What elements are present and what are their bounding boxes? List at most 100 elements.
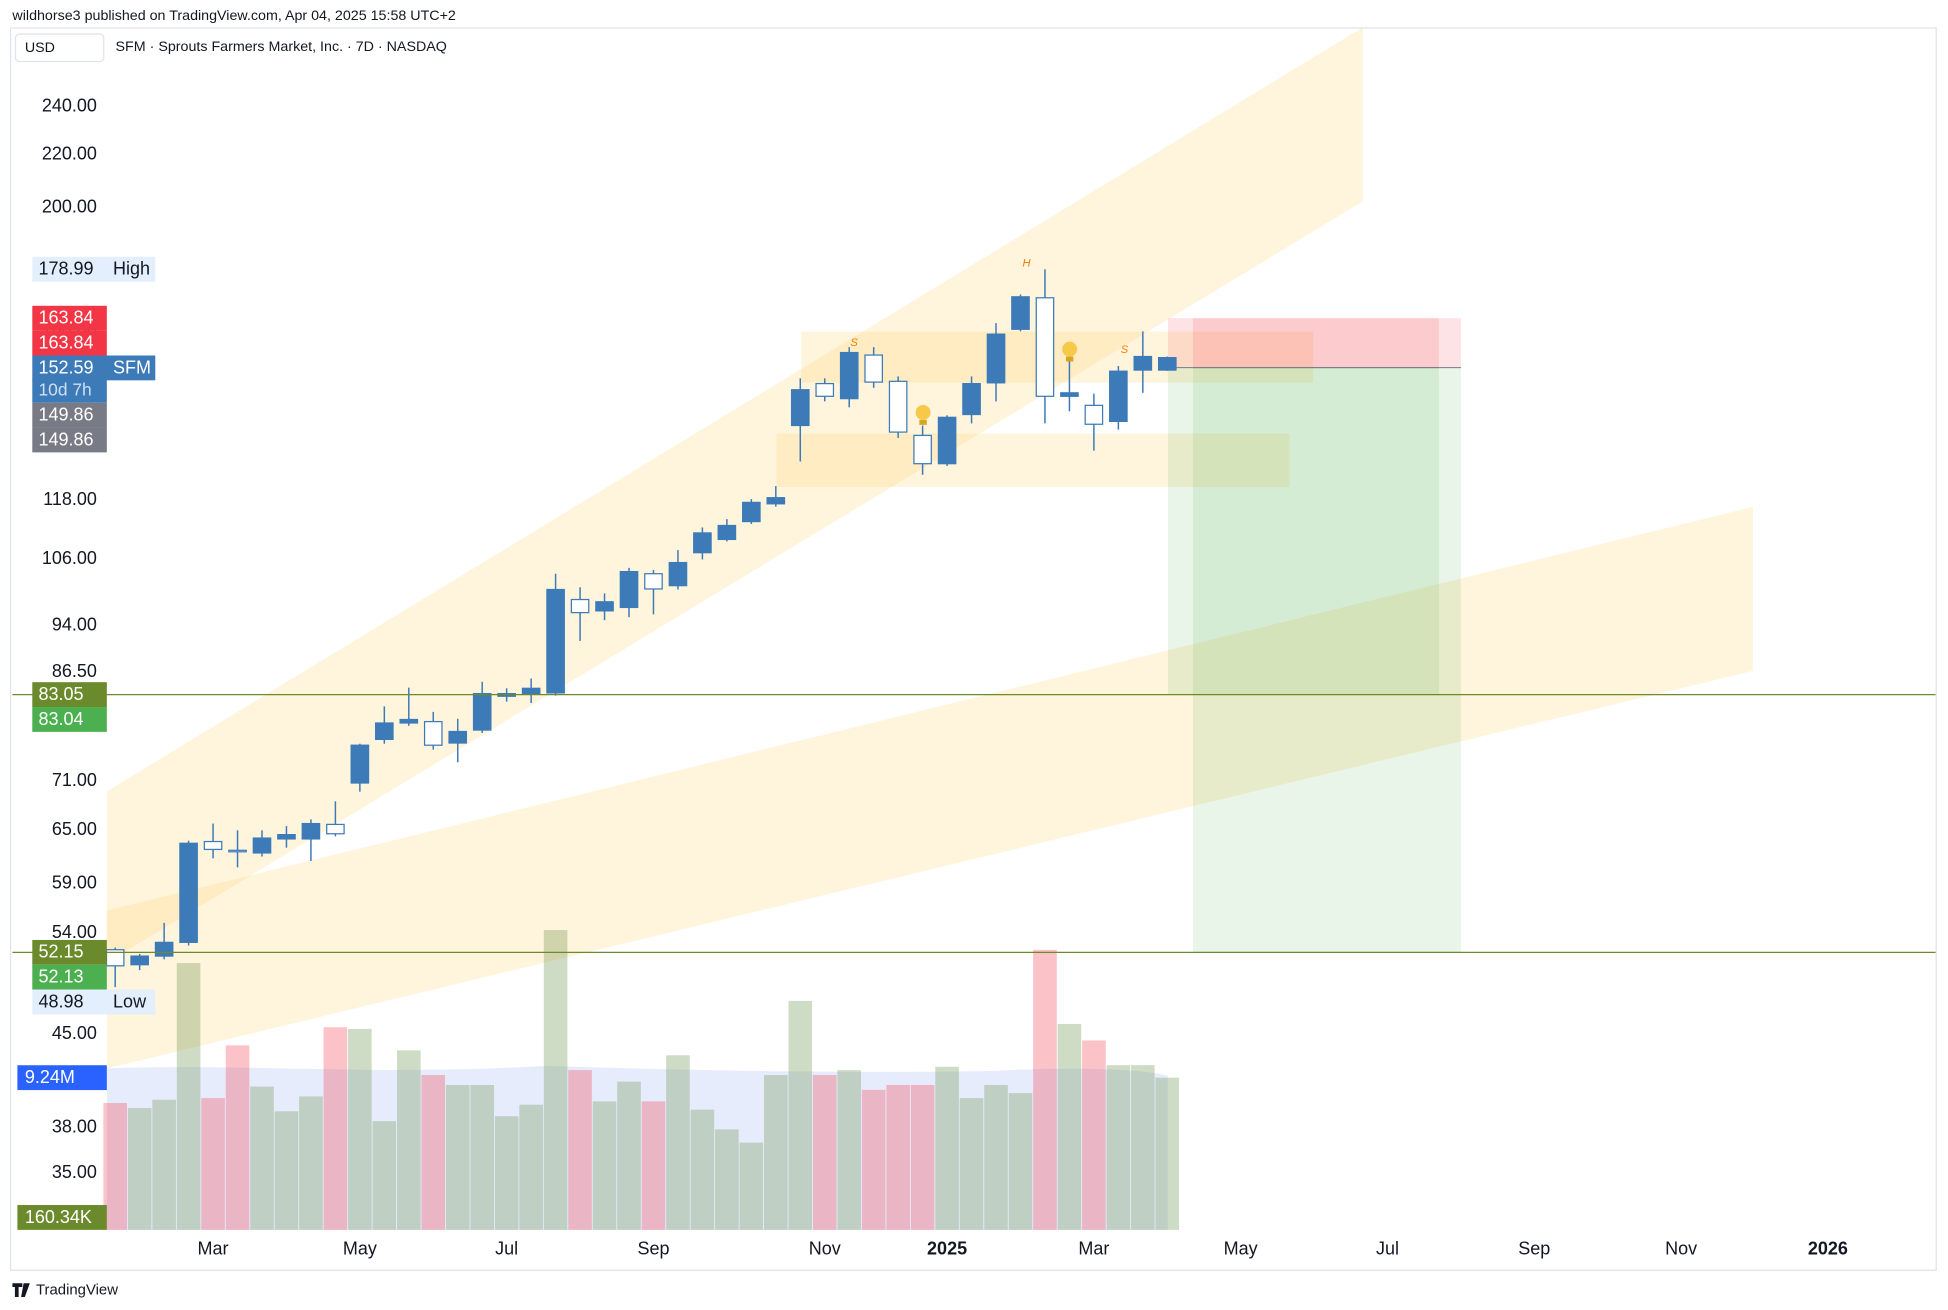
x-tick-label: Jul <box>495 1238 518 1258</box>
y-tick-label: 71.00 <box>52 770 97 790</box>
channel[interactable] <box>106 506 1753 1069</box>
x-tick-label: Nov <box>1665 1238 1697 1258</box>
tradingview-logo[interactable] <box>12 1283 30 1297</box>
candle-body <box>252 837 272 854</box>
price-badge <box>32 682 107 708</box>
y-tick-label: 38.00 <box>52 1116 97 1136</box>
volume-bar <box>886 1084 910 1230</box>
price-badge-label: 163.84 <box>39 308 94 328</box>
candle-body <box>693 532 712 554</box>
volume-bar <box>739 1142 764 1230</box>
pane-border <box>9 27 1937 1271</box>
candles-layer <box>105 269 1177 988</box>
volume-bar <box>323 1027 348 1230</box>
candle-body <box>1157 357 1177 371</box>
candle-body <box>815 382 835 397</box>
candle-body <box>742 501 761 523</box>
channel[interactable] <box>106 27 1363 963</box>
price-badge-label: 48.98 <box>39 991 84 1011</box>
currency-box[interactable] <box>14 33 105 63</box>
candle-body <box>644 573 663 590</box>
volume-bar <box>1008 1093 1033 1230</box>
candle-body <box>350 744 370 784</box>
x-tick-label: Nov <box>809 1238 841 1258</box>
candle-body <box>986 333 1006 384</box>
candle-body <box>1109 370 1128 423</box>
volume-bar <box>274 1111 299 1230</box>
price-badge-name: SFM <box>113 357 151 377</box>
volume-badge <box>17 1205 107 1230</box>
price-badge-label: 149.86 <box>39 404 94 424</box>
volume-bar <box>788 1000 813 1230</box>
y-tick-label: 240.00 <box>42 96 97 116</box>
x-tick-label: Jul <box>1376 1238 1399 1258</box>
position-target-zone <box>1192 367 1461 953</box>
price-badge-label: 83.04 <box>39 709 84 729</box>
candle-body <box>962 382 981 416</box>
candle-body <box>375 722 394 741</box>
price-badge <box>32 427 107 453</box>
price-badge <box>32 989 156 1015</box>
volume-bar <box>225 1045 250 1230</box>
volume-bar <box>984 1084 1008 1230</box>
volume-bar <box>666 1055 690 1230</box>
candle-body <box>301 822 321 840</box>
price-badge <box>32 256 156 282</box>
candle-body <box>326 823 345 835</box>
volume-bar <box>445 1084 470 1230</box>
price-badge <box>32 402 107 428</box>
x-tick-label: May <box>1224 1238 1258 1258</box>
volume-badge-label: 160.34K <box>25 1207 92 1227</box>
volume-bar <box>1155 1077 1180 1230</box>
x-tick-label: May <box>343 1238 377 1258</box>
candle-body <box>1060 392 1079 397</box>
lightbulb-icon <box>919 419 927 425</box>
price-badge-label: 178.99 <box>39 259 94 279</box>
x-tick-label: Sep <box>637 1238 669 1258</box>
volume-layer <box>103 930 1180 1230</box>
y-tick-label: 94.00 <box>52 615 97 635</box>
volume-bar <box>861 1089 886 1230</box>
zone[interactable] <box>801 331 1314 383</box>
footer-brand: TradingView <box>36 1283 118 1299</box>
badges-layer: 178.99 High 163.84 163.84 152.59 SFM 10d 7h 149… <box>17 256 156 1230</box>
candle-body <box>472 692 492 731</box>
volume-bar <box>421 1075 446 1230</box>
candle-body <box>521 687 541 695</box>
candle-body <box>595 601 614 612</box>
volume-bar <box>592 1101 617 1230</box>
price-badge-name: High <box>113 259 150 279</box>
x-tick-label: Sep <box>1518 1238 1550 1258</box>
price-badge-label: 52.15 <box>39 942 84 962</box>
candle-body <box>546 588 565 694</box>
volume-bar <box>396 1050 421 1230</box>
volume-bar <box>543 930 568 1230</box>
volume-bar <box>1131 1065 1155 1230</box>
volume-bar <box>152 1099 176 1230</box>
price-badge <box>32 964 107 990</box>
candle-body <box>179 842 198 943</box>
position-stop-zone <box>1168 318 1439 368</box>
lightbulb-icon[interactable] <box>915 404 931 420</box>
price-badge-label: 149.86 <box>39 429 94 449</box>
drawings <box>106 27 1753 1069</box>
volume-badge <box>17 1065 107 1091</box>
publisher: wildhorse3 published on TradingView.com,… <box>11 8 456 24</box>
candle-body <box>839 351 859 400</box>
y-tick-label: 65.00 <box>52 819 97 839</box>
volume-bar <box>1106 1065 1131 1230</box>
volume-bar <box>764 1075 788 1230</box>
lightbulb-icon[interactable] <box>1062 341 1078 357</box>
zone[interactable] <box>776 433 1290 487</box>
position-target-zone <box>1168 367 1439 695</box>
price-badge-label: 152.59 <box>39 357 94 377</box>
y-tick-label: 45.00 <box>52 1023 97 1043</box>
x-tick-label: Mar <box>198 1238 229 1258</box>
x-tick-label: Mar <box>1078 1238 1109 1258</box>
countdown-badge <box>32 379 107 403</box>
positions-layer <box>1168 318 1461 953</box>
volume-bar <box>299 1096 323 1230</box>
